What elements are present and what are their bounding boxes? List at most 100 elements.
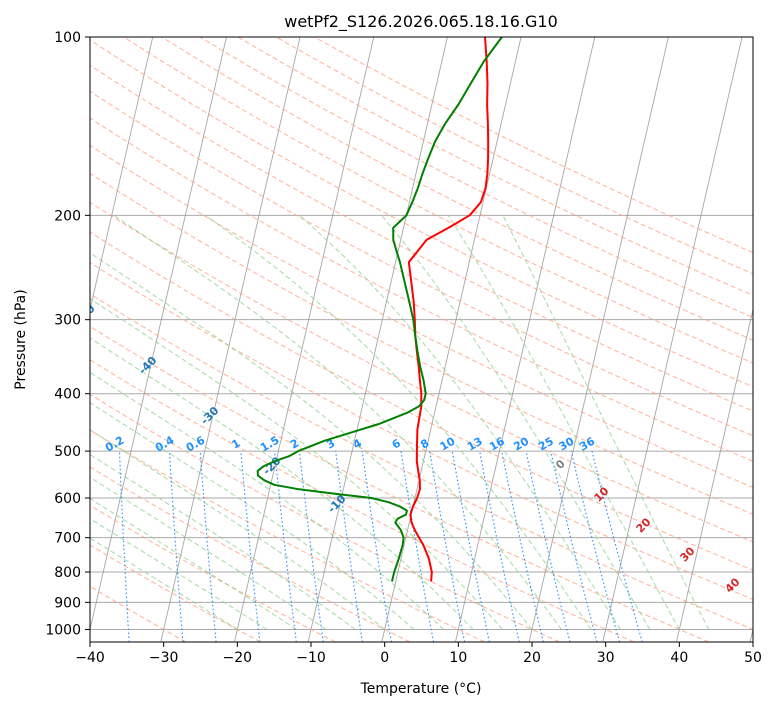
temperature-point	[410, 514, 412, 516]
temperature-point	[411, 522, 413, 524]
temperature-point	[416, 440, 418, 442]
dewpoint-point	[288, 455, 290, 457]
dry-adiabat-line	[90, 39, 753, 388]
temperature-point	[416, 460, 418, 462]
dewpoint-point	[398, 558, 400, 560]
dewpoint-point	[417, 351, 419, 353]
x-tick-label: −20	[223, 650, 253, 666]
dewpoint-point	[458, 104, 460, 106]
y-tick-label: 300	[54, 313, 81, 329]
profile-lines	[256, 37, 503, 583]
isotherm-line	[381, 37, 522, 642]
isotherm-line	[160, 37, 301, 642]
temperature-point	[487, 83, 489, 85]
dewpoint-point	[311, 445, 313, 447]
mixing-ratio-line	[429, 451, 466, 642]
dewpoint-point	[425, 393, 427, 395]
isotherm-line	[234, 37, 375, 642]
y-tick-label: 1000	[45, 622, 81, 638]
dewpoint-point	[406, 215, 408, 217]
x-tick-label: 30	[597, 650, 615, 666]
temperature-point	[419, 380, 421, 382]
temperature-point	[416, 450, 418, 452]
mixing-ratio-line	[199, 451, 217, 642]
dewpoint-point	[417, 187, 419, 189]
mixing-ratio-line	[361, 451, 392, 642]
temperature-point	[414, 529, 416, 531]
y-tick-label: 400	[54, 387, 81, 403]
y-tick-label: 900	[54, 595, 81, 611]
dewpoint-point	[402, 544, 404, 546]
temperature-profile	[407, 37, 490, 582]
moist-adiabat-line	[205, 214, 592, 630]
temperature-point	[421, 393, 423, 395]
temperature-point	[418, 537, 420, 539]
dewpoint-point	[400, 529, 402, 531]
y-tick-label: 600	[54, 491, 81, 507]
y-tick-label: 800	[54, 565, 81, 581]
dewpoint-point	[428, 157, 430, 159]
mixing-ratio-line	[274, 451, 297, 642]
temperature-point	[428, 558, 430, 560]
mixing-ratio-line	[451, 451, 490, 642]
moist-adiabat-line	[502, 215, 710, 630]
x-tick-label: −30	[149, 650, 179, 666]
dry-adiabat-line	[161, 37, 753, 341]
temperature-point	[426, 239, 428, 241]
x-tick-label: 0	[380, 650, 389, 666]
dewpoint-point	[298, 450, 300, 452]
dewpoint-point	[274, 460, 276, 462]
temperature-point	[413, 301, 415, 303]
temperature-point	[419, 417, 421, 419]
temperature-point	[487, 157, 489, 159]
dewpoint-point	[409, 301, 411, 303]
dewpoint-point	[423, 380, 425, 382]
isotherm-line	[90, 37, 227, 632]
isotherm-label: -60	[13, 248, 36, 271]
dewpoint-point	[391, 581, 393, 583]
dewpoint-point	[263, 465, 265, 467]
y-tick-label: 500	[54, 444, 81, 460]
temperature-point	[417, 470, 419, 472]
mixing-ratio-line	[240, 451, 261, 642]
dewpoint-point	[434, 141, 436, 143]
dewpoint-point	[396, 251, 398, 253]
dewpoint-point	[407, 412, 409, 414]
dry-adiabat-line	[90, 393, 560, 642]
dewpoint-point	[406, 510, 408, 512]
background-lines	[90, 37, 753, 642]
dewpoint-point	[419, 366, 421, 368]
dry-adiabat-line	[90, 585, 187, 642]
mixing-ratio-line	[570, 450, 621, 642]
dewpoint-point	[298, 489, 300, 491]
dewpoint-point	[413, 319, 415, 321]
temperature-point	[419, 480, 421, 482]
temperature-point	[411, 282, 413, 284]
moist-adiabat-line	[90, 518, 268, 630]
temperature-point	[419, 489, 421, 491]
temperature-point	[448, 227, 450, 229]
isotherm-line	[676, 307, 753, 642]
dewpoint-point	[371, 497, 373, 499]
plot-frame	[89, 36, 754, 643]
mixing-ratio-line	[479, 451, 520, 642]
dewpoint-point	[324, 440, 326, 442]
chart-title: wetPf2_S126.2026.065.18.16.G10	[284, 12, 558, 32]
isotherm-line	[90, 37, 154, 312]
dry-adiabat-line	[90, 201, 753, 543]
x-tick-label: 40	[670, 650, 688, 666]
dewpoint-point	[397, 518, 399, 520]
dewpoint-point	[399, 262, 401, 264]
dewpoint-point	[470, 83, 472, 85]
isotherm-label: -50	[74, 302, 97, 325]
dewpoint-point	[405, 514, 407, 516]
dewpoint-point	[393, 571, 395, 573]
dewpoint-point	[360, 429, 362, 431]
mixing-ratio-line	[298, 451, 324, 642]
mixing-ratio-line	[525, 450, 571, 642]
moist-adiabat-line	[90, 497, 297, 630]
temperature-point	[431, 571, 433, 573]
isotherm-line	[455, 37, 596, 642]
moist-adiabat-line	[90, 337, 474, 630]
